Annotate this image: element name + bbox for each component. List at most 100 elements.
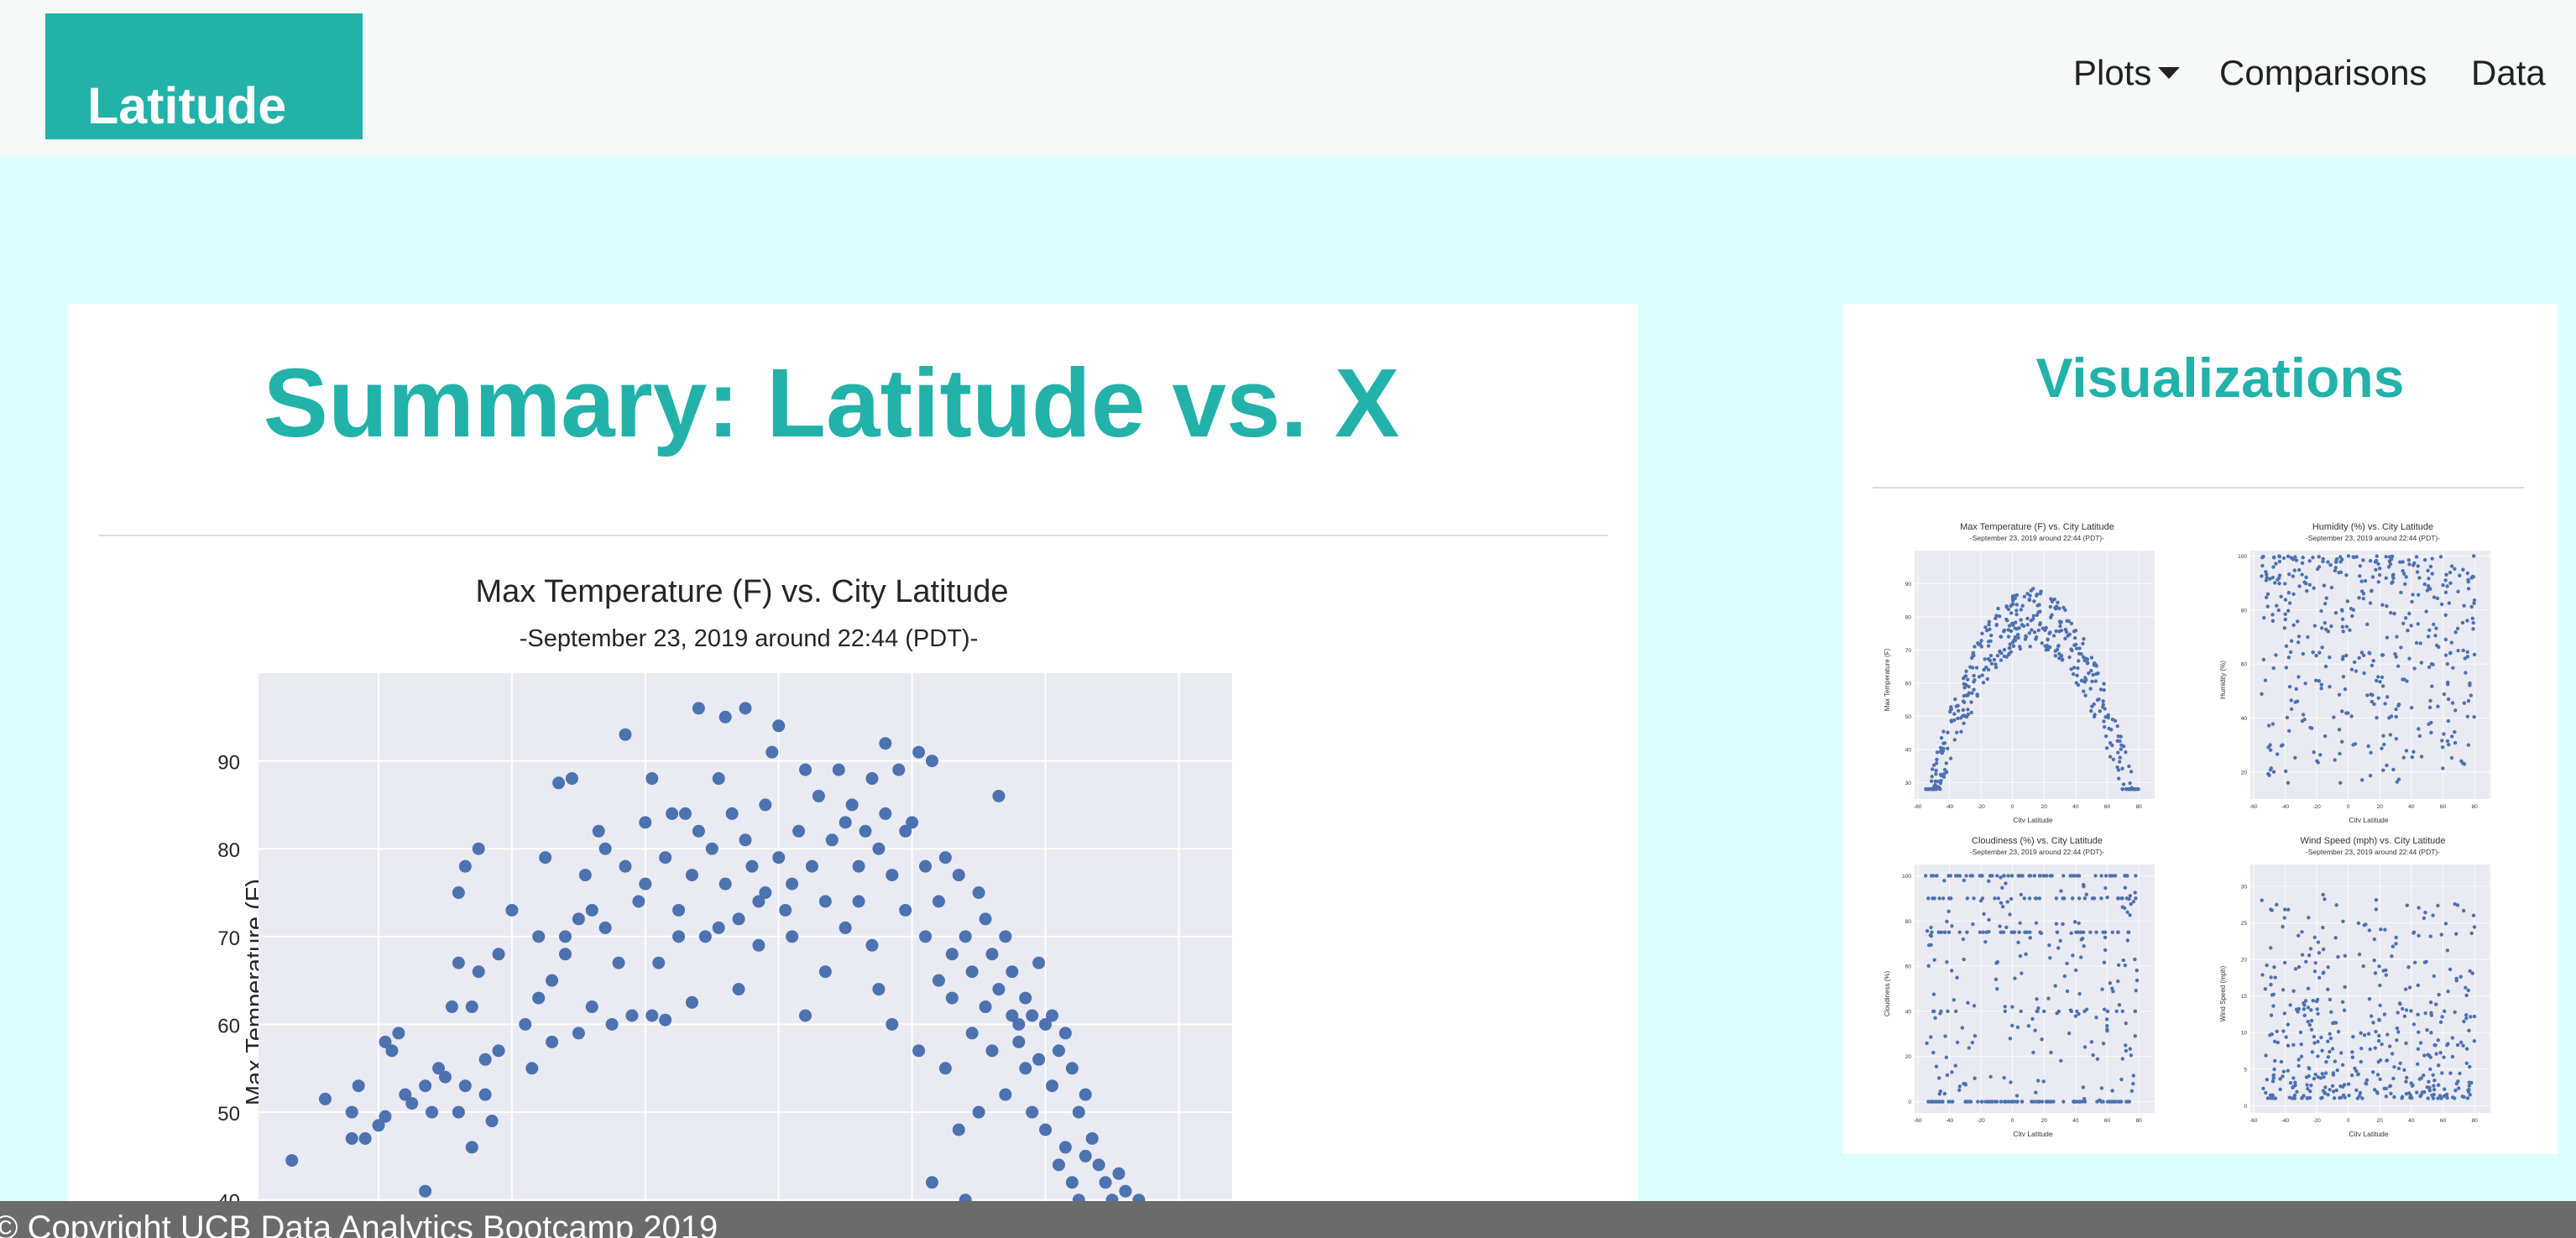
data-point	[2064, 629, 2069, 635]
nav-data-link[interactable]: Data	[2471, 53, 2546, 92]
data-point	[2416, 1012, 2420, 1017]
data-point	[2422, 916, 2427, 921]
thumbnail-wind-speed[interactable]: Wind Speed (mph) vs. City Latitude -Sept…	[2213, 834, 2499, 1136]
data-point	[2438, 1020, 2443, 1025]
data-point	[2282, 1011, 2287, 1016]
data-point	[2283, 598, 2288, 602]
data-point	[2117, 1100, 2122, 1104]
data-point	[1941, 1100, 1945, 1104]
data-point	[2448, 1071, 2453, 1075]
thumbnail-max-temperature[interactable]: Max Temperature (F) vs. City Latitude -S…	[1878, 520, 2163, 823]
data-point	[1942, 741, 1947, 745]
brand-logo[interactable]: Latitude	[45, 13, 363, 139]
data-point	[2468, 969, 2472, 974]
data-point	[2329, 1010, 2333, 1014]
data-point	[2286, 572, 2291, 577]
data-point	[2402, 1014, 2407, 1019]
data-point	[2008, 912, 2012, 917]
data-point	[1941, 896, 1946, 901]
data-point	[2026, 1024, 2031, 1028]
data-point	[2389, 610, 2393, 615]
data-point	[452, 956, 465, 969]
data-point	[2129, 1089, 2134, 1094]
data-point	[2116, 896, 2121, 901]
data-point	[2326, 1093, 2330, 1097]
data-point	[1998, 614, 2002, 619]
data-point	[2002, 874, 2006, 878]
data-point	[2328, 997, 2333, 1002]
thumbnail-cloudiness[interactable]: Cloudiness (%) vs. City Latitude -Septem…	[1878, 834, 2163, 1136]
data-point	[2270, 619, 2276, 623]
x-tick-label: 40	[2072, 804, 2079, 810]
thumbnail-humidity[interactable]: Humidity (%) vs. City Latitude -Septembe…	[2213, 520, 2499, 823]
data-point	[2082, 943, 2086, 948]
data-point	[2437, 645, 2441, 650]
data-point	[2282, 626, 2287, 630]
data-point	[1967, 1100, 1972, 1104]
data-point	[2428, 1067, 2432, 1072]
data-point	[2287, 729, 2291, 733]
data-point	[2035, 613, 2040, 617]
data-point	[2274, 562, 2278, 566]
data-point	[1954, 1009, 1958, 1014]
nav-plots-dropdown[interactable]: Plots	[2073, 55, 2181, 91]
data-point	[2438, 555, 2443, 559]
data-point	[1938, 1089, 1943, 1094]
data-point	[2385, 1032, 2390, 1037]
data-point	[1934, 772, 1938, 776]
data-point	[2053, 654, 2058, 658]
data-point	[1938, 750, 1943, 754]
data-point	[2380, 653, 2385, 657]
data-point	[1986, 656, 1991, 661]
data-point	[2353, 1066, 2357, 1071]
y-tick-label: 50	[1905, 714, 1912, 720]
data-point	[2009, 1080, 2013, 1084]
data-point	[2125, 938, 2130, 943]
data-point	[2394, 935, 2398, 940]
data-point	[2078, 930, 2083, 934]
data-point	[879, 737, 892, 750]
data-point	[2454, 932, 2458, 936]
data-point	[2368, 601, 2373, 605]
data-point	[2081, 1085, 2086, 1089]
thumbnail-title: Cloudiness (%) vs. City Latitude	[1972, 836, 2103, 846]
data-point	[1936, 1076, 1941, 1080]
data-point	[578, 869, 592, 882]
data-point	[839, 816, 852, 829]
data-point	[2411, 930, 2417, 934]
data-point	[2458, 1040, 2464, 1045]
data-point	[1934, 768, 1938, 773]
data-point	[2300, 561, 2305, 565]
data-point	[2105, 1023, 2109, 1028]
data-point	[352, 1079, 365, 1093]
data-point	[2329, 624, 2333, 629]
data-point	[2273, 975, 2277, 979]
data-point	[2268, 577, 2272, 581]
data-point	[2330, 1047, 2335, 1051]
data-point	[2296, 675, 2301, 679]
data-point	[2412, 960, 2417, 964]
y-tick-label: 80	[217, 839, 240, 862]
data-point	[2354, 1068, 2359, 1073]
data-point	[2271, 555, 2276, 559]
data-point	[1065, 1062, 1079, 1075]
data-point	[2124, 1021, 2128, 1026]
data-point	[2260, 898, 2264, 902]
data-point	[2072, 920, 2077, 924]
data-point	[2424, 609, 2428, 614]
data-point	[2407, 611, 2411, 616]
data-point	[2333, 936, 2338, 940]
data-point	[2094, 663, 2098, 667]
data-point	[2453, 1089, 2458, 1093]
data-point	[2462, 1094, 2466, 1100]
data-point	[2319, 687, 2323, 691]
data-point	[532, 991, 546, 1005]
data-point	[2422, 582, 2427, 587]
data-point	[1934, 761, 1939, 765]
data-point	[1964, 669, 1968, 673]
nav-comparisons-link[interactable]: Comparisons	[2219, 53, 2427, 92]
data-point	[2419, 755, 2424, 759]
x-tick-label: 60	[2440, 804, 2447, 810]
data-point	[2472, 554, 2476, 558]
data-point	[2297, 567, 2302, 572]
